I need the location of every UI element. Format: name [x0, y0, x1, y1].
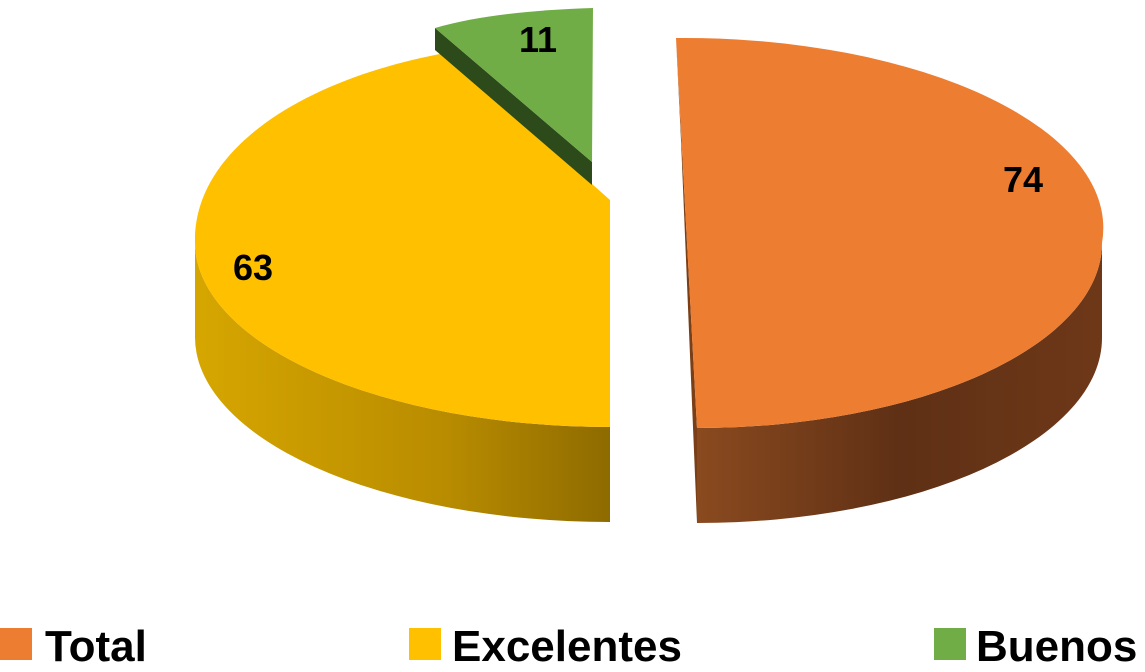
- legend-item-buenos: Buenos: [934, 622, 1137, 671]
- legend-item-total: Total: [0, 622, 147, 671]
- data-label-total: 74: [1003, 159, 1043, 200]
- data-label-excelentes: 63: [233, 247, 273, 288]
- legend: Total Excelentes Buenos: [0, 622, 1137, 671]
- data-label-buenos: 11: [519, 19, 557, 60]
- legend-label-total: Total: [45, 622, 147, 671]
- legend-label-buenos: Buenos: [976, 622, 1137, 671]
- legend-label-excelentes: Excelentes: [452, 622, 682, 671]
- slice-total: 74: [676, 38, 1103, 523]
- legend-swatch-buenos: [934, 628, 966, 660]
- legend-item-excelentes: Excelentes: [409, 622, 682, 671]
- legend-swatch-excelentes: [409, 628, 441, 660]
- legend-swatch-total: [0, 628, 32, 660]
